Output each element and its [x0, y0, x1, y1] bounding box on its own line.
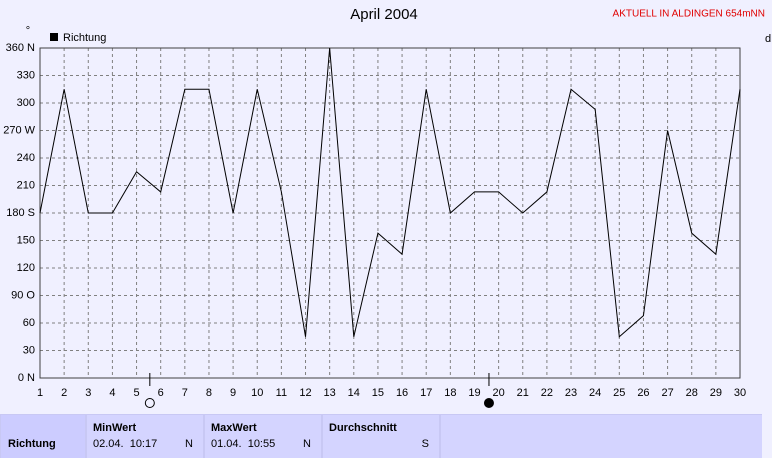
y-tick-label: 180 S — [6, 207, 35, 219]
x-tick-label: 13 — [324, 387, 336, 399]
x-tick-label: 2 — [61, 387, 67, 399]
column-header: MinWert — [93, 422, 137, 434]
x-tick-label: 30 — [734, 387, 746, 399]
legend-label: Richtung — [63, 32, 106, 44]
x-tick-label: 29 — [710, 387, 722, 399]
scroll-edge — [762, 414, 772, 458]
plot-area: 1 2 3 4 5 6 7 8 9 10 11 12 13 14 15 16 17 18 19 20 21 22 23 24 2… — [3, 32, 746, 408]
table-cell — [441, 415, 762, 458]
x-tick-label: 7 — [182, 387, 188, 399]
x-tick-label: 28 — [686, 387, 698, 399]
y-unit: ° — [26, 25, 30, 37]
chart-title: April 2004 — [350, 6, 418, 23]
time-value: 02.04. 10:17 — [93, 438, 157, 450]
x-tick-label: 26 — [637, 387, 649, 399]
x-tick-label: 18 — [444, 387, 456, 399]
y-tick-label: 360 N — [6, 42, 35, 54]
x-tick-label: 12 — [299, 387, 311, 399]
x-tick-label: 25 — [613, 387, 625, 399]
x-tick-label: 17 — [420, 387, 432, 399]
direction-value: N — [303, 438, 311, 450]
y-tick-label: 300 — [17, 97, 35, 109]
x-tick-label: 3 — [85, 387, 91, 399]
stats-table: Richtung MinWert 02.04. 10:17 N MaxWert 01.0… — [0, 414, 772, 458]
moon-phase — [483, 398, 494, 408]
x-tick-label: 11 — [276, 387, 287, 399]
column-header: Durchschnitt — [329, 422, 397, 434]
x-tick-label: 10 — [251, 387, 263, 399]
row-label: Richtung — [8, 438, 56, 450]
x-tick-label: 16 — [396, 387, 408, 399]
y-tick-label: 90 O — [11, 289, 35, 301]
x-tick-label: 27 — [661, 387, 673, 399]
x-tick-label: 14 — [348, 387, 360, 399]
y-tick-label: 210 — [17, 179, 35, 191]
y-tick-label: 330 — [17, 69, 35, 81]
table-cell — [323, 415, 439, 458]
table-cell — [205, 415, 321, 458]
table-cell — [87, 415, 203, 458]
y-tick-label: 240 — [17, 152, 35, 164]
x-tick-label: 22 — [541, 387, 553, 399]
x-tick-label: 21 — [517, 387, 529, 399]
annotation: AKTUELL IN ALDINGEN 654mNN — [613, 9, 765, 20]
table-columns: MinWert 02.04. 10:17 N MaxWert 01.04. 10:55 N… — [87, 415, 762, 458]
x-tick-label: 19 — [468, 387, 480, 399]
y-tick-label: 120 — [17, 262, 35, 274]
row-header-cell — [1, 415, 85, 458]
right-label: d — [765, 33, 771, 45]
y-tick-label: 270 W — [3, 124, 35, 136]
data-line — [39, 47, 741, 338]
x-tick-label: 4 — [109, 387, 115, 399]
y-tick-label: 60 — [23, 317, 35, 329]
moon-phase — [144, 398, 155, 408]
x-tick-label: 24 — [589, 387, 601, 399]
y-tick-label: 0 N — [18, 372, 35, 384]
y-tick-label: 30 — [23, 344, 35, 356]
x-tick-label: 8 — [206, 387, 212, 399]
x-tick-label: 9 — [230, 387, 236, 399]
column-header: MaxWert — [211, 422, 257, 434]
direction-value: S — [422, 438, 429, 450]
legend-swatch — [50, 33, 58, 41]
time-value: 01.04. 10:55 — [211, 438, 275, 450]
x-tick-label: 1 — [37, 387, 43, 399]
x-tick-label: 5 — [133, 387, 139, 399]
y-tick-label: 150 — [17, 234, 35, 246]
x-tick-label: 20 — [492, 387, 504, 399]
x-tick-label: 15 — [372, 387, 384, 399]
x-tick-label: 23 — [565, 387, 577, 399]
direction-value: N — [185, 438, 193, 450]
x-tick-label: 6 — [158, 387, 164, 399]
